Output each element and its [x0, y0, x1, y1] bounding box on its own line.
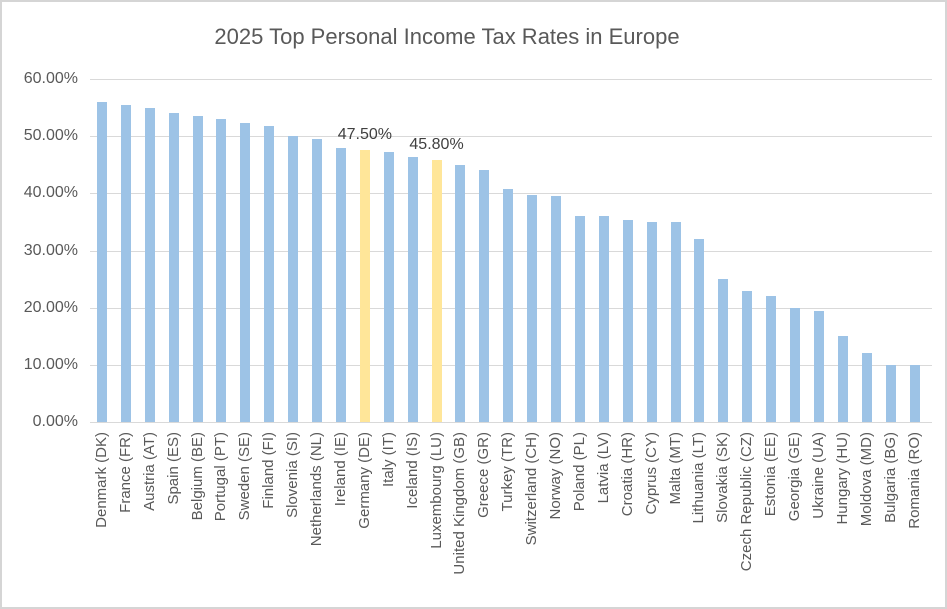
x-axis-label: Austria (AT)	[140, 432, 158, 511]
bar	[383, 152, 394, 422]
x-axis-label: United Kingdom (GB)	[451, 432, 469, 575]
x-axis-label: Germany (DE)	[355, 432, 373, 529]
chart-title: 2025 Top Personal Income Tax Rates in Eu…	[214, 24, 680, 49]
bar	[885, 364, 896, 422]
bar	[646, 221, 657, 422]
bar	[431, 160, 442, 422]
bar	[335, 147, 346, 422]
x-axis-label: Switzerland (CH)	[523, 432, 541, 546]
y-axis-label: 0.00%	[32, 413, 78, 430]
x-axis-label: Ireland (IE)	[331, 432, 349, 507]
data-label: 45.80%	[409, 136, 464, 154]
bar	[288, 136, 299, 422]
x-axis-label: Greece (GR)	[475, 432, 493, 518]
data-label: 47.50%	[337, 126, 392, 144]
bar	[670, 221, 681, 422]
gridline	[90, 422, 932, 423]
bar	[120, 105, 131, 422]
bar	[861, 353, 872, 422]
bar	[766, 296, 777, 422]
x-axis-label: Turkey (TR)	[499, 432, 517, 512]
y-axis-label: 50.00%	[23, 127, 78, 145]
bar	[718, 279, 729, 422]
x-axis-label: Ukraine (UA)	[809, 432, 827, 519]
x-axis-label: Sweden (SE)	[236, 432, 254, 521]
bar	[551, 195, 562, 422]
x-axis-label: Romania (RO)	[905, 432, 923, 529]
bar	[813, 310, 824, 422]
bar	[503, 188, 514, 422]
x-axis-label: Belgium (BE)	[188, 432, 206, 521]
x-axis-label: Bulgaria (BG)	[881, 432, 899, 523]
bar	[455, 164, 466, 422]
y-axis-label: 60.00%	[23, 70, 78, 87]
gridline	[90, 79, 932, 80]
x-axis-label: Iceland (IS)	[403, 432, 421, 509]
x-axis-label: Finland (FI)	[260, 432, 278, 509]
bar	[144, 107, 155, 422]
x-axis-label: France (FR)	[116, 432, 134, 513]
gridline	[90, 136, 932, 138]
bar	[168, 113, 179, 422]
x-axis-label: Malta (MT)	[666, 432, 684, 505]
bar	[216, 119, 227, 422]
bar	[909, 364, 920, 422]
bar	[407, 157, 418, 422]
bar	[837, 336, 848, 422]
bar	[312, 139, 323, 422]
x-axis-label: Croatia (HR)	[618, 432, 636, 517]
x-axis-label: Spain (ES)	[164, 432, 182, 505]
x-axis-label: Poland (PL)	[570, 432, 588, 512]
y-axis-label: 10.00%	[23, 355, 78, 373]
bar	[694, 239, 705, 422]
y-axis-label: 40.00%	[23, 184, 78, 202]
x-axis-label: Portugal (PT)	[212, 432, 230, 522]
bar	[359, 150, 370, 422]
x-axis-label: Czech Republic (CZ)	[738, 432, 756, 572]
x-axis-label: Italy (IT)	[379, 432, 397, 487]
bar	[192, 116, 203, 422]
bar	[598, 216, 609, 422]
y-axis-label: 20.00%	[23, 298, 78, 316]
x-axis-label: Latvia (LV)	[594, 432, 612, 504]
bar	[742, 290, 753, 422]
x-axis-label: Netherlands (NL)	[308, 432, 326, 547]
x-axis-label: Luxembourg (LU)	[427, 432, 445, 549]
bar	[527, 195, 538, 422]
x-axis-label: Georgia (GE)	[786, 432, 804, 522]
x-axis-label: Cyprus (CY)	[642, 432, 660, 515]
x-axis-label: Slovenia (SI)	[284, 432, 302, 518]
x-axis-label: Norway (NO)	[547, 432, 565, 520]
bar	[240, 123, 251, 422]
x-axis-label: Hungary (HU)	[833, 432, 851, 525]
bar	[479, 170, 490, 422]
bar	[574, 216, 585, 422]
y-axis-label: 30.00%	[23, 241, 78, 259]
x-axis-label: Denmark (DK)	[92, 432, 110, 528]
bar	[264, 126, 275, 422]
x-axis-label: Slovakia (SK)	[714, 432, 732, 523]
bar	[622, 219, 633, 422]
bar	[790, 307, 801, 422]
x-axis-label: Lithuania (LT)	[690, 432, 708, 524]
bar	[96, 102, 107, 422]
x-axis-label: Moldova (MD)	[857, 432, 875, 527]
x-axis-label: Estonia (EE)	[762, 432, 780, 517]
